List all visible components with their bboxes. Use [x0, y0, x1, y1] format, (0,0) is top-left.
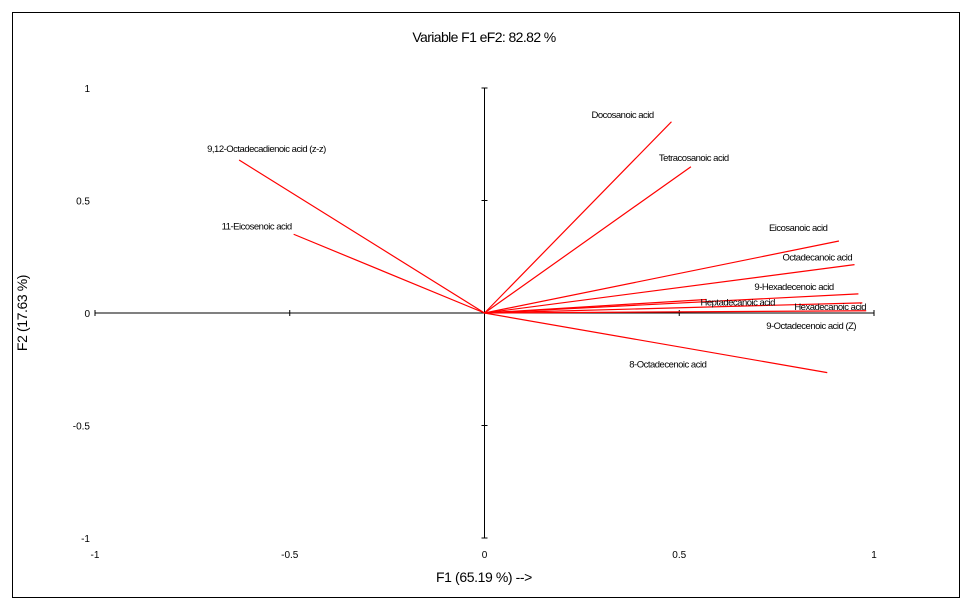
x-tick-label: -1: [91, 550, 100, 561]
y-axis-label: F2 (17.63 %): [14, 275, 30, 351]
label-octadecanoic-acid: Octadecanoic acid: [783, 253, 853, 264]
label-9-12-octadecadienoic-acid-z-z-: 9,12-Octadecadienoic acid (z-z): [207, 144, 326, 155]
variable-labels: Docosanoic acid Tetracosanoic acid 9,12-Oc…: [207, 110, 867, 371]
tick-labels: -1 -0.5 0 0.5 1 1 0.5 0 -0.5 -1: [73, 84, 877, 561]
label-heptadecanoic-acid: Heptadecanoic acid: [701, 298, 776, 309]
y-tick-label: -0.5: [73, 422, 91, 433]
vector-9-octadecenoic-acid-z-: [484, 310, 867, 314]
x-axis-label: F1 (65.19 %) -->: [436, 569, 532, 585]
x-tick-label: 0: [482, 550, 488, 561]
vector-hexadecanoic-acid: [484, 302, 863, 314]
label-hexadecanoic-acid: Hexadecanoic acid: [794, 302, 866, 313]
variable-vectors: [238, 121, 867, 374]
label-docosanoic-acid: Docosanoic acid: [591, 110, 653, 121]
vector-8-octadecenoic-acid: [484, 312, 828, 374]
y-tick-label: 0.5: [76, 197, 90, 208]
x-tick-label: -0.5: [281, 550, 299, 561]
label-9-hexadecenoic-acid: 9-Hexadecenoic acid: [754, 282, 833, 293]
label-11-eicosenoic-acid: 11-Eicosenoic acid: [222, 221, 292, 232]
vector-heptadecanoic-acid: [484, 298, 707, 314]
vector-tetracosanoic-acid: [484, 166, 692, 314]
y-tick-label: 1: [84, 84, 90, 95]
y-tick-label: -1: [81, 534, 90, 545]
x-tick-label: 0.5: [672, 550, 686, 561]
vector-eicosanoic-acid: [484, 240, 840, 314]
x-tick-label: 1: [871, 550, 877, 561]
vector-octadecanoic-acid: [484, 264, 855, 314]
label-eicosanoic-acid: Eicosanoic acid: [769, 223, 828, 234]
vector-9-12-octadecadienoic-acid-z-z-: [238, 159, 485, 314]
label-8-octadecenoic-acid: 8-Octadecenoic acid: [629, 360, 706, 371]
vector-docosanoic-acid: [484, 121, 672, 314]
label-tetracosanoic-acid: Tetracosanoic acid: [659, 153, 729, 164]
label-9-octadecenoic-acid-z-: 9-Octadecenoic acid (Z): [766, 321, 856, 332]
vector-11-eicosenoic-acid: [293, 233, 485, 314]
vector-9-hexadecenoic-acid: [484, 293, 859, 314]
chart-title: Variable F1 eF2: 82.82 %: [412, 29, 555, 45]
y-tick-label: 0: [84, 309, 90, 320]
